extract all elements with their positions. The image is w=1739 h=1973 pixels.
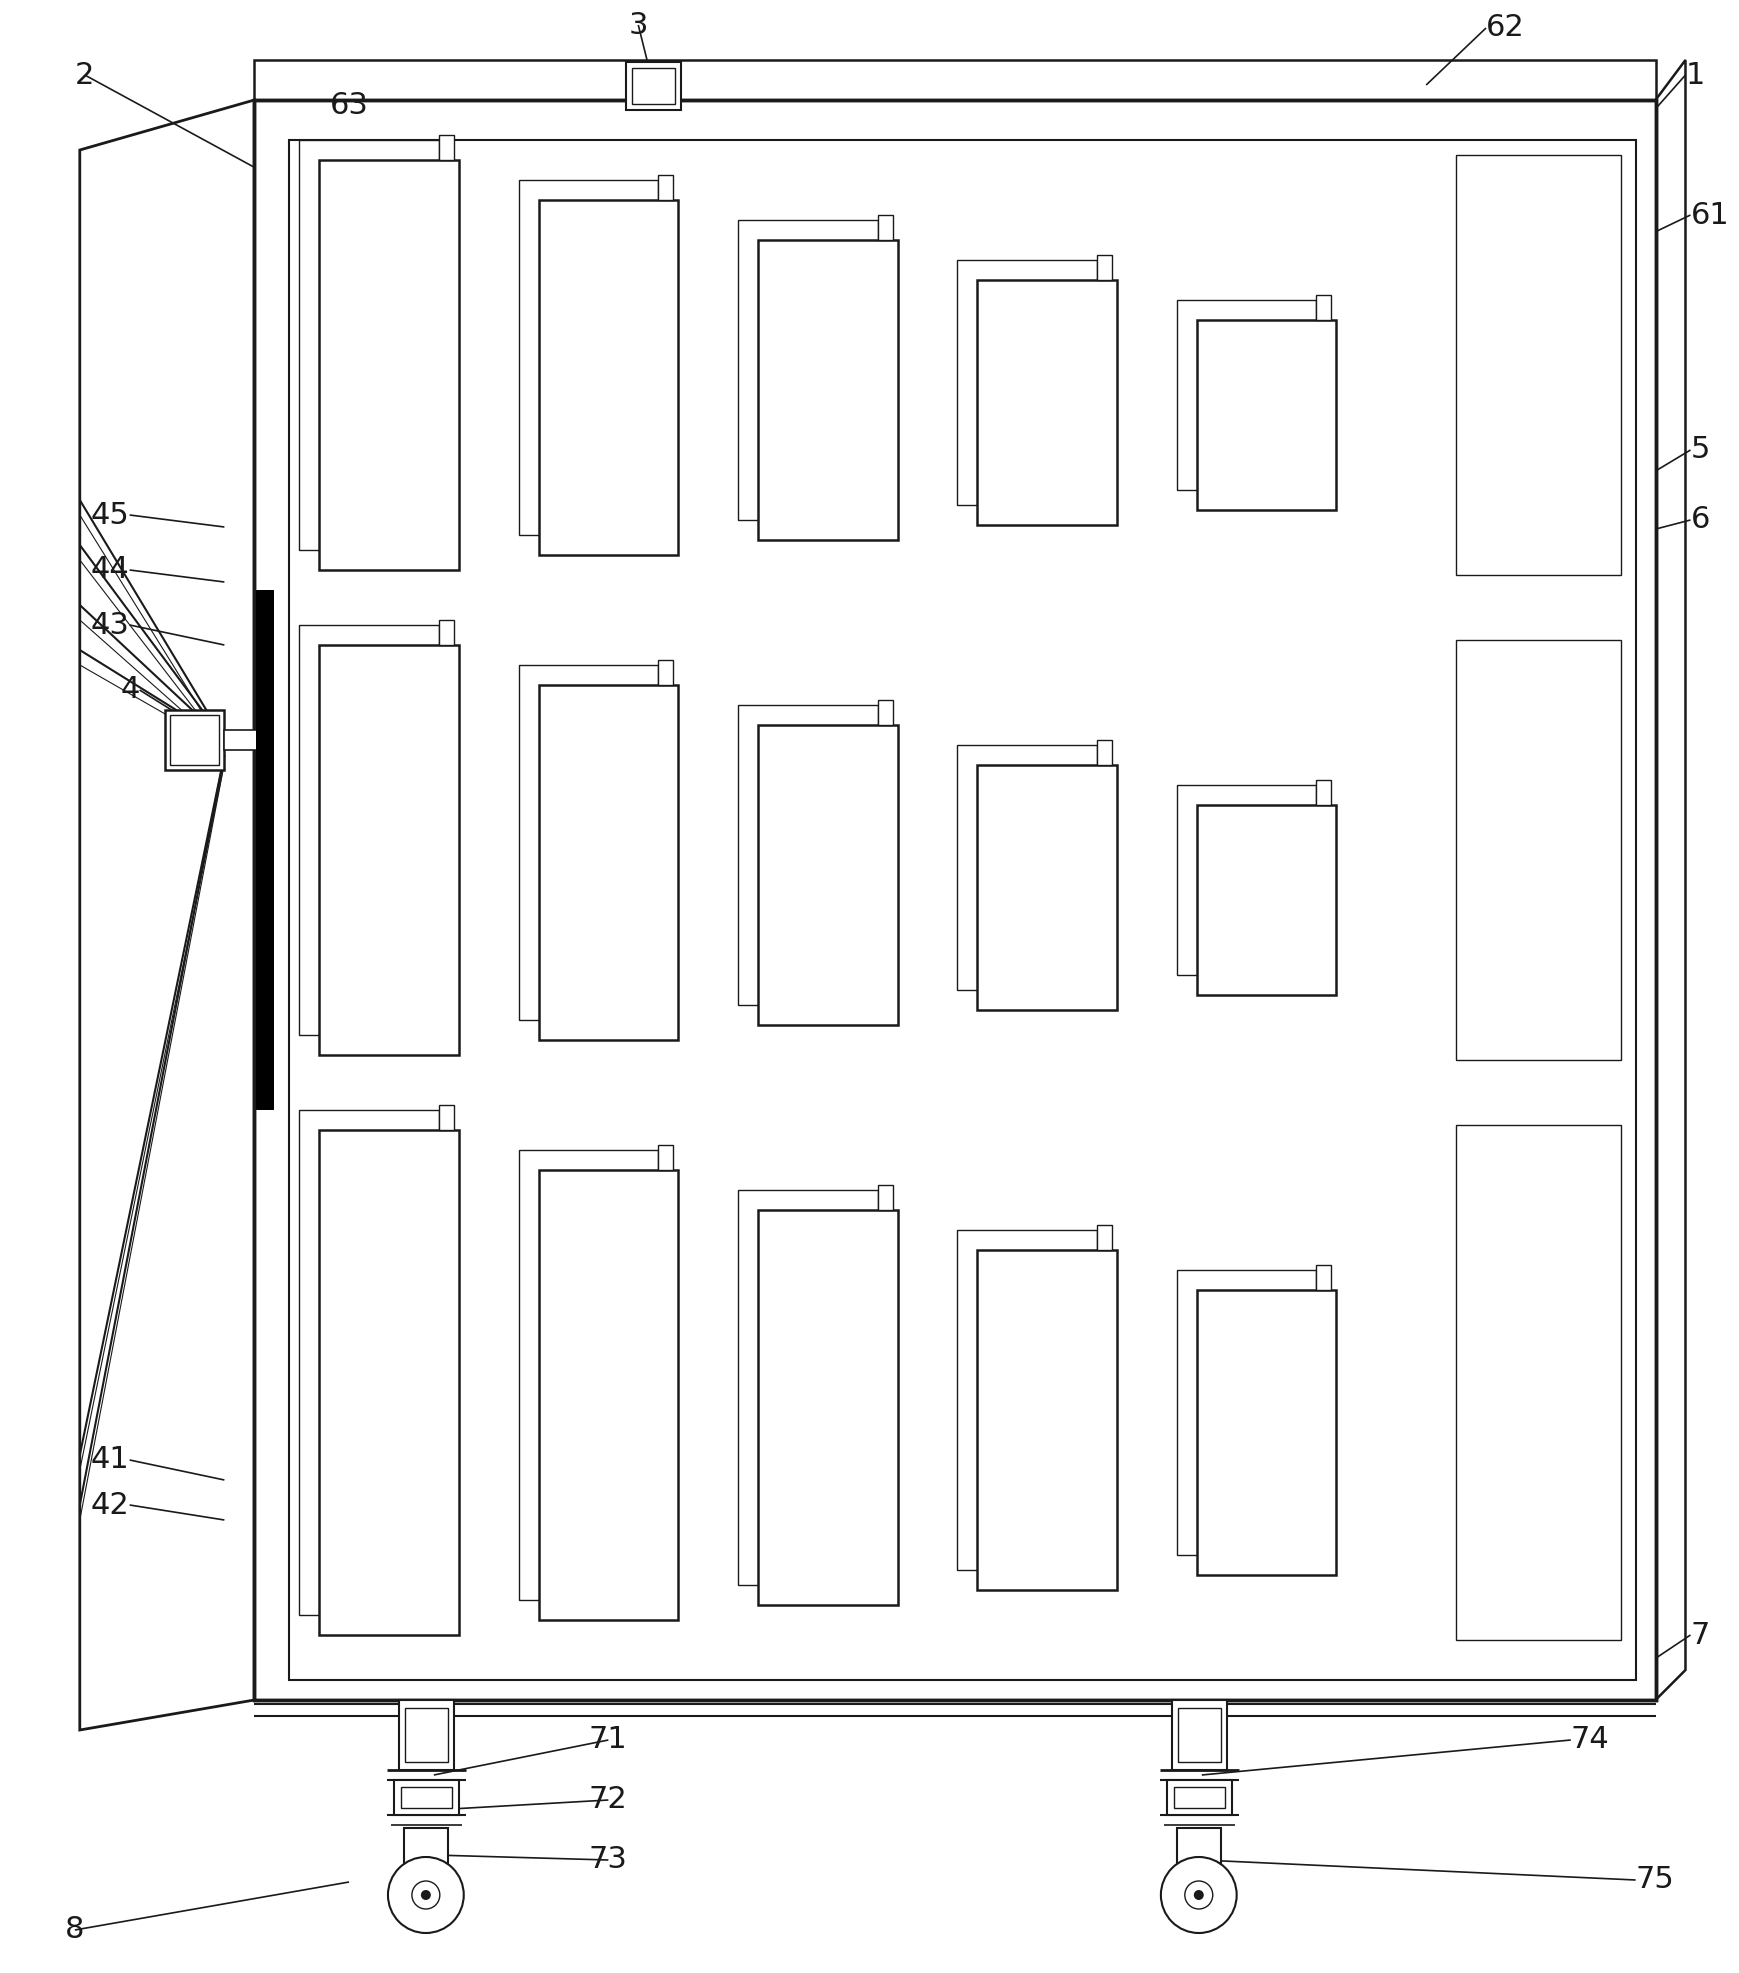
Bar (633, 67, 675, 105)
Bar (958, 746, 1097, 990)
Text: 72: 72 (590, 1786, 628, 1815)
Bar (758, 1209, 897, 1604)
Bar (1174, 1788, 1224, 1807)
Bar (1316, 1265, 1332, 1290)
Bar (758, 724, 897, 1026)
Bar (977, 766, 1116, 1010)
Bar (958, 1229, 1097, 1571)
Bar (320, 1131, 459, 1636)
Bar (659, 176, 673, 199)
Circle shape (412, 1880, 440, 1910)
Text: 1: 1 (1685, 61, 1704, 89)
Bar (165, 710, 224, 769)
Bar (1316, 296, 1332, 320)
Bar (1196, 1290, 1336, 1574)
Text: 4: 4 (120, 675, 139, 704)
Polygon shape (80, 101, 254, 1730)
Bar (518, 665, 659, 1020)
Bar (1177, 785, 1316, 975)
Bar (1177, 1829, 1221, 1863)
Bar (403, 1829, 449, 1863)
Bar (1177, 1271, 1316, 1555)
Bar (1456, 639, 1621, 1060)
Bar (1167, 1780, 1231, 1815)
Bar (299, 1111, 438, 1616)
Bar (878, 215, 892, 241)
Bar (1196, 805, 1336, 994)
Bar (737, 1190, 878, 1584)
Bar (1097, 740, 1111, 766)
Bar (518, 1150, 659, 1600)
Bar (737, 221, 878, 521)
Bar (977, 280, 1116, 525)
Bar (398, 1701, 454, 1770)
Text: 42: 42 (90, 1490, 130, 1519)
Bar (169, 714, 219, 766)
Circle shape (1184, 1880, 1212, 1910)
Bar (438, 1105, 454, 1131)
Bar (539, 685, 678, 1040)
Circle shape (421, 1890, 431, 1900)
Bar (289, 140, 1636, 1679)
Bar (1097, 1225, 1111, 1251)
Bar (1456, 156, 1621, 574)
Text: 63: 63 (330, 91, 369, 120)
Bar (626, 61, 682, 110)
Bar (438, 620, 454, 645)
Text: 5: 5 (1690, 436, 1709, 464)
Bar (518, 180, 659, 535)
Circle shape (1162, 1857, 1236, 1934)
Bar (254, 101, 1656, 1701)
Bar (659, 661, 673, 685)
Bar (539, 1170, 678, 1620)
Bar (1177, 300, 1316, 489)
Bar (299, 140, 438, 550)
Bar (878, 700, 892, 724)
Circle shape (1193, 1890, 1203, 1900)
Circle shape (388, 1857, 464, 1934)
Polygon shape (254, 59, 1656, 101)
Text: 74: 74 (1570, 1726, 1610, 1754)
Text: 73: 73 (590, 1845, 628, 1874)
Bar (1172, 1701, 1226, 1770)
Bar (438, 134, 454, 160)
Text: 7: 7 (1690, 1620, 1709, 1649)
Bar (758, 241, 897, 541)
Text: 43: 43 (90, 610, 130, 639)
Bar (878, 1186, 892, 1209)
Bar (254, 101, 1656, 1701)
Bar (1196, 320, 1336, 509)
Text: 61: 61 (1690, 201, 1729, 229)
Bar (320, 160, 459, 570)
Bar (1177, 1709, 1221, 1762)
Polygon shape (1656, 59, 1685, 1701)
Bar (539, 199, 678, 554)
Bar (977, 1251, 1116, 1590)
Bar (256, 590, 275, 1111)
Text: 6: 6 (1690, 505, 1709, 535)
Bar (224, 730, 259, 750)
Bar (405, 1709, 449, 1762)
Bar (395, 1780, 459, 1815)
Text: 62: 62 (1487, 14, 1525, 43)
Text: 45: 45 (90, 501, 130, 529)
Bar (1316, 779, 1332, 805)
Bar (958, 260, 1097, 505)
Text: 71: 71 (590, 1726, 628, 1754)
Bar (402, 1788, 452, 1807)
Text: 41: 41 (90, 1446, 130, 1474)
Bar (659, 1144, 673, 1170)
Bar (299, 625, 438, 1036)
Text: 2: 2 (75, 61, 94, 89)
Text: 8: 8 (64, 1916, 85, 1945)
Bar (1456, 1125, 1621, 1640)
Bar (1097, 255, 1111, 280)
Text: 3: 3 (628, 10, 649, 39)
Text: 44: 44 (90, 556, 130, 584)
Bar (737, 704, 878, 1004)
Bar (320, 645, 459, 1056)
Text: 75: 75 (1636, 1866, 1675, 1894)
